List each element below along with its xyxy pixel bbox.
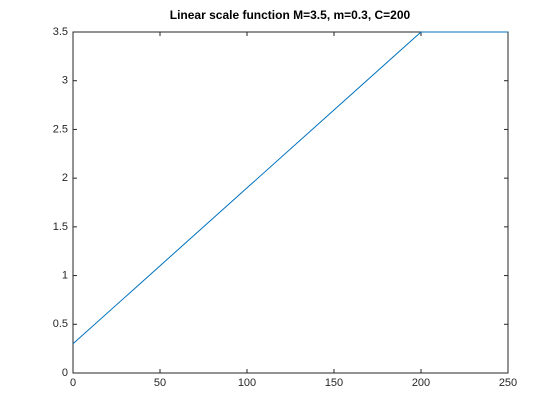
x-tick-label: 150 (325, 377, 343, 389)
y-tick-label: 1 (62, 269, 68, 281)
y-tick-label: 0 (62, 367, 68, 379)
line (72, 31, 508, 345)
y-tick-label: 3.5 (53, 26, 68, 38)
x-tick-label: 250 (499, 377, 517, 389)
x-tick-label: 0 (70, 377, 76, 389)
y-tick-label: 2.5 (53, 123, 68, 135)
y-tick-label: 3 (62, 75, 68, 87)
y-tick-label: 0.5 (53, 318, 68, 330)
x-tick-label: 200 (412, 377, 430, 389)
x-tick-label: 50 (154, 377, 166, 389)
y-tick-label: 2 (62, 172, 68, 184)
chart-title: Linear scale function M=3.5, m=0.3, C=20… (170, 8, 411, 22)
axes-box (72, 31, 509, 374)
x-tick-label: 100 (238, 377, 256, 389)
y-tick-label: 1.5 (53, 221, 68, 233)
